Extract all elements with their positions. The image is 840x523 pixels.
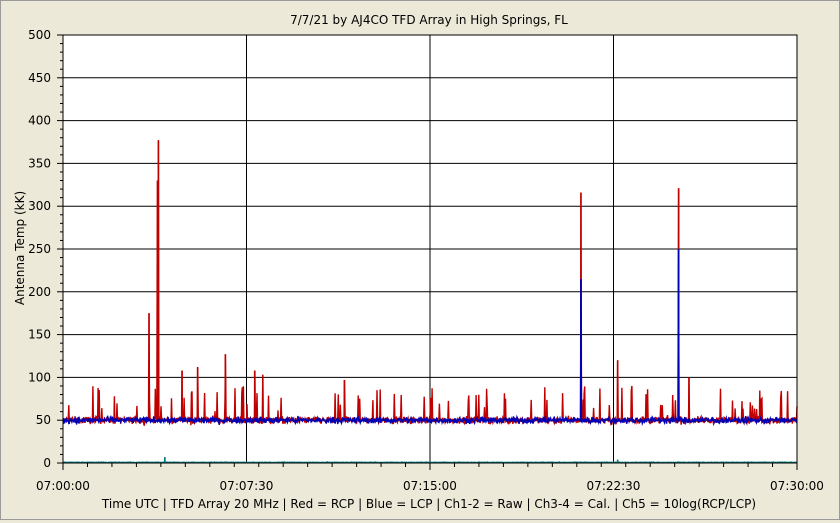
y-tick-label: 250 <box>28 242 51 256</box>
y-tick-label: 500 <box>28 28 51 42</box>
gridlines <box>63 35 797 463</box>
y-axis-ticks: 0 50 100 150 200 250 300 350 400 450 500 <box>28 28 63 470</box>
y-tick-label: 450 <box>28 71 51 85</box>
x-tick-label: 07:15:00 <box>403 479 457 493</box>
y-tick-label: 50 <box>36 413 51 427</box>
y-axis-label: Antenna Temp (kK) <box>13 191 27 305</box>
y-tick-label: 200 <box>28 285 51 299</box>
series-lcp-line <box>62 248 798 427</box>
chart-title: 7/7/21 by AJ4CO TFD Array in High Spring… <box>290 13 568 27</box>
y-tick-label: 400 <box>28 114 51 128</box>
x-axis-label: Time UTC | TFD Array 20 MHz | Red = RCP … <box>101 497 756 511</box>
y-tick-label: 350 <box>28 156 51 170</box>
x-tick-label: 07:00:00 <box>36 479 90 493</box>
x-axis-ticks: 07:00:00 07:07:30 07:15:00 07:22:30 07:30:00 <box>36 463 824 493</box>
x-tick-label: 07:30:00 <box>770 479 824 493</box>
y-tick-label: 100 <box>28 370 51 384</box>
plot-traces <box>62 140 798 464</box>
y-tick-label: 300 <box>28 199 51 213</box>
y-tick-label: 150 <box>28 328 51 342</box>
x-tick-label: 07:07:30 <box>220 479 274 493</box>
series-ch5-line <box>62 456 798 464</box>
y-tick-label: 0 <box>43 456 51 470</box>
x-tick-label: 07:22:30 <box>587 479 641 493</box>
